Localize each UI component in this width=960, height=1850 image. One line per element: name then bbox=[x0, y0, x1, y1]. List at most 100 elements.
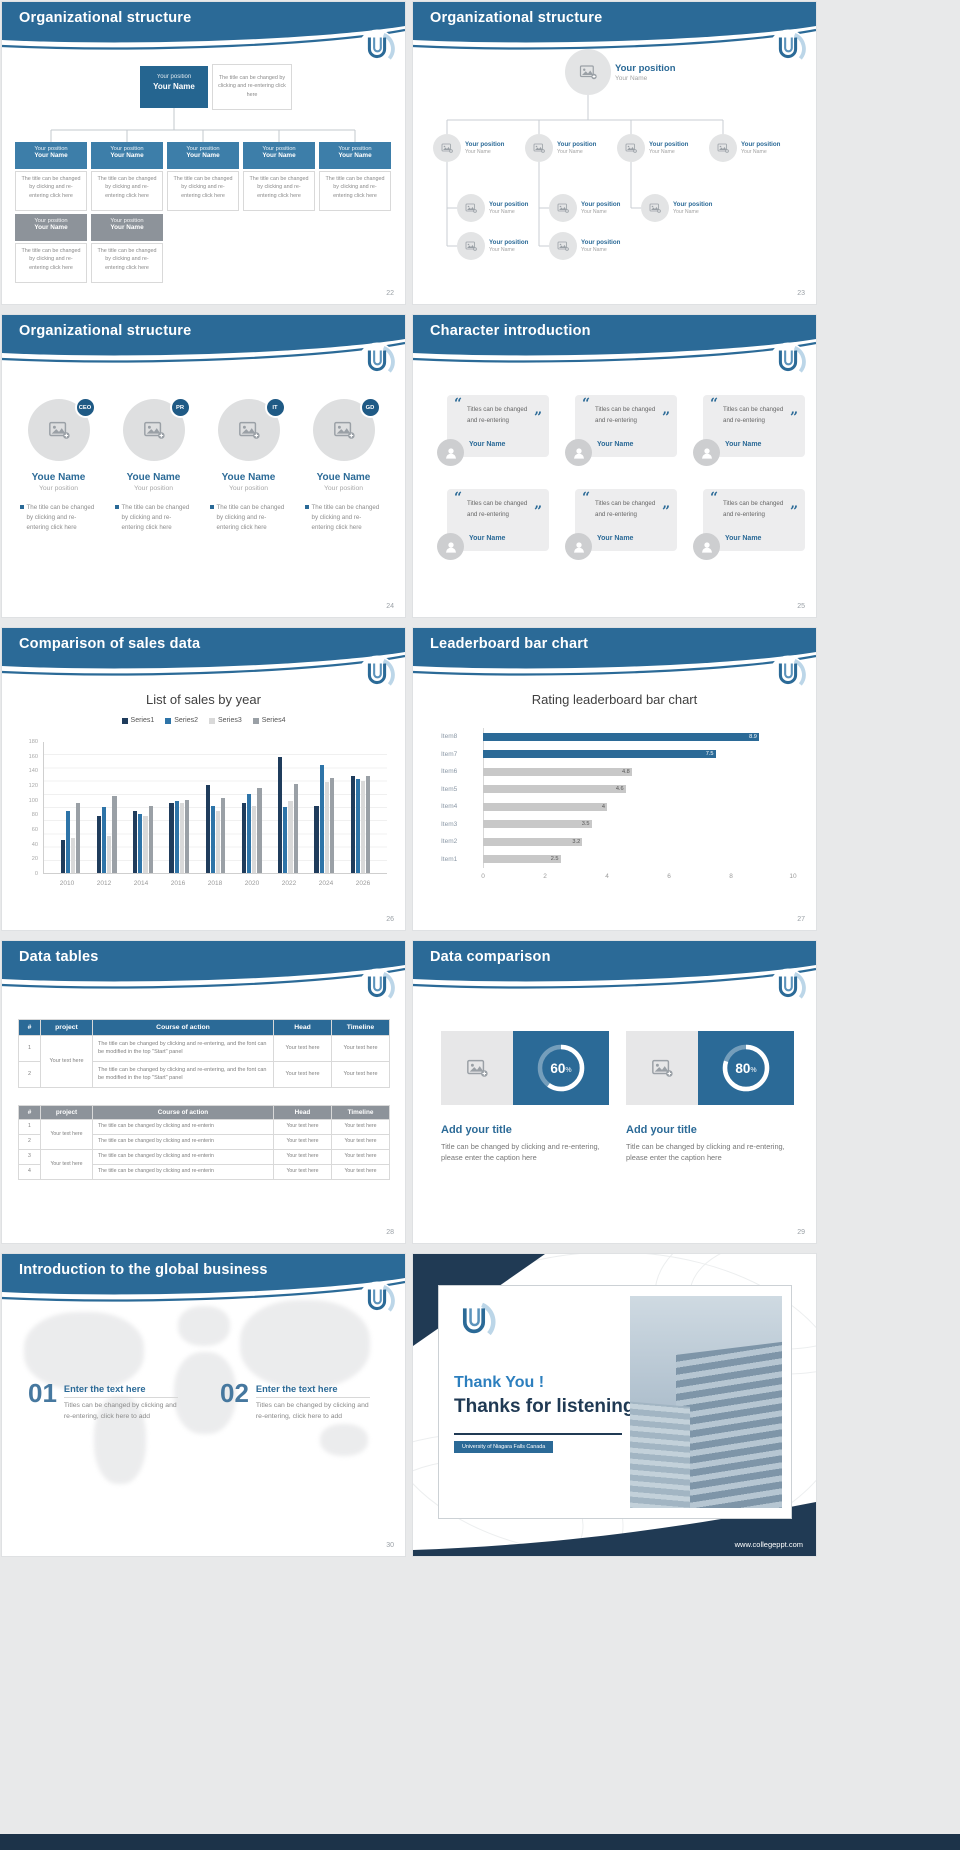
node-name: Your Name bbox=[581, 247, 607, 253]
org-root-note: The title can be changed by clicking and… bbox=[212, 64, 292, 110]
quote-card: “Titles can be changed and re-entering” Y… bbox=[703, 395, 805, 457]
close-quote-icon: ” bbox=[533, 410, 542, 426]
slide-26-thumbnail[interactable]: Comparison of sales data List of sales b… bbox=[1, 627, 406, 931]
x-tick-label: 2020 bbox=[244, 880, 260, 887]
legend-item: Series3 bbox=[209, 717, 242, 724]
team-member-card: IT Youe Name Your position The title can… bbox=[201, 397, 296, 534]
org-box-position: Your position bbox=[34, 146, 68, 152]
item-label: Item6 bbox=[441, 768, 458, 776]
col-header: Course of action bbox=[92, 1105, 274, 1120]
value-label: 8.9 bbox=[749, 733, 757, 740]
page-number: 25 bbox=[797, 603, 805, 610]
value-label: 2.5 bbox=[550, 856, 559, 863]
role-badge: CEO bbox=[74, 397, 96, 418]
item-label: Item2 bbox=[441, 838, 458, 846]
col-header: project bbox=[40, 1105, 93, 1120]
donut-chart: 60% bbox=[533, 1040, 589, 1096]
org-node: Your position Your Name bbox=[641, 194, 712, 222]
x-tick-label: 2012 bbox=[96, 880, 112, 887]
node-name: Your Name bbox=[741, 149, 767, 155]
col-header: project bbox=[40, 1019, 93, 1036]
org-box-note: The title can be changed by clicking and… bbox=[319, 171, 391, 211]
table-row: 1 Your text here The title can be change… bbox=[18, 1035, 390, 1088]
building-block bbox=[630, 1401, 690, 1508]
member-name: Youe Name bbox=[126, 472, 181, 483]
bar bbox=[60, 840, 65, 873]
item-text: Titles can be changed by clicking and re… bbox=[63, 1402, 177, 1420]
node-name: Your Name bbox=[557, 149, 583, 155]
team-member-card: GD Youe Name Your position The title can… bbox=[296, 397, 391, 534]
bar-row: Item1 2.5 bbox=[441, 851, 793, 869]
node-name: Your Name bbox=[673, 209, 699, 215]
slide-28-thumbnail[interactable]: Data tables # project Course of action H… bbox=[1, 940, 406, 1244]
value-label: 4.6 bbox=[615, 786, 624, 793]
bar bbox=[350, 776, 355, 873]
quote-name: Your Name bbox=[469, 441, 506, 448]
slide-25-thumbnail[interactable]: Character introduction “Titles can be ch… bbox=[412, 314, 817, 618]
x-tick-label: 2018 bbox=[207, 880, 223, 887]
col-header: Timeline bbox=[331, 1019, 390, 1036]
slide-23-thumbnail[interactable]: Organizational structure Your position Yo… bbox=[412, 1, 817, 305]
org-box: Your position Your Name bbox=[243, 142, 315, 169]
comparison-card: 80% bbox=[626, 1031, 794, 1105]
quote-name: Your Name bbox=[597, 441, 634, 448]
col-header: # bbox=[18, 1105, 41, 1120]
value-label: 4 bbox=[601, 803, 605, 810]
brand-logo-icon bbox=[358, 342, 396, 380]
brand-logo-icon bbox=[769, 655, 807, 693]
bar-group bbox=[241, 787, 262, 873]
brand-logo-icon bbox=[358, 29, 396, 67]
bar bbox=[221, 797, 226, 873]
quote-card: “Titles can be changed and re-entering” Y… bbox=[447, 395, 549, 457]
slide-22-thumbnail[interactable]: Organizational structure Your position Y… bbox=[1, 1, 406, 305]
member-desc: The title can be changed by clicking and… bbox=[304, 503, 383, 534]
bar bbox=[210, 805, 215, 873]
image-placeholder bbox=[626, 1031, 698, 1105]
table-row: 3 Your text here The title can be change… bbox=[18, 1149, 390, 1180]
org-node: Your position Your Name bbox=[549, 232, 620, 260]
bar bbox=[319, 764, 324, 873]
bar bbox=[252, 805, 257, 873]
brand-logo-icon bbox=[769, 968, 807, 1006]
page-number: 26 bbox=[386, 916, 394, 923]
bar bbox=[65, 810, 70, 873]
legend-swatch bbox=[209, 717, 215, 724]
org-node: Your position Your Name bbox=[617, 134, 688, 162]
member-name: Youe Name bbox=[221, 472, 276, 483]
node-name: Your Name bbox=[615, 74, 648, 82]
member-desc: The title can be changed by clicking and… bbox=[19, 503, 98, 534]
col-header: Head bbox=[273, 1019, 332, 1036]
y-axis-labels: 180 160 140 120 100 80 60 40 20 0 bbox=[28, 739, 38, 877]
divider bbox=[454, 1433, 622, 1435]
member-desc: The title can be changed by clicking and… bbox=[114, 503, 193, 534]
page-footer-bar bbox=[0, 1834, 960, 1850]
brand-logo-icon bbox=[358, 968, 396, 1006]
card-heading: Add your title bbox=[626, 1124, 697, 1136]
team-member-card: PR Youe Name Your position The title can… bbox=[106, 397, 201, 534]
bar bbox=[70, 837, 76, 873]
bar-row: Item5 4.6 bbox=[441, 781, 793, 799]
org-box-name: Your Name bbox=[262, 152, 296, 159]
org-box-note: The title can be changed by clicking and… bbox=[91, 171, 163, 211]
slide-thankyou-thumbnail[interactable]: Thank You ! Thanks for listening! Univer… bbox=[412, 1253, 817, 1557]
slide-27-thumbnail[interactable]: Leaderboard bar chart Rating leaderboard… bbox=[412, 627, 817, 931]
bar bbox=[257, 787, 262, 873]
quote-name: Your Name bbox=[469, 535, 506, 542]
percent-value: 60 bbox=[550, 1060, 566, 1076]
bar bbox=[247, 793, 252, 873]
close-quote-icon: ” bbox=[533, 504, 542, 520]
page-number: 30 bbox=[386, 1542, 394, 1549]
slide-24-thumbnail[interactable]: Organizational structure CEO Youe Name Y… bbox=[1, 314, 406, 618]
slide-29-thumbnail[interactable]: Data comparison 60% 80% Add your title T… bbox=[412, 940, 817, 1244]
building-photo bbox=[630, 1296, 782, 1508]
item-label: Item3 bbox=[441, 820, 458, 828]
bullet-square-icon bbox=[304, 505, 309, 509]
org-node-root: Your position Your Name bbox=[565, 49, 676, 95]
person-icon bbox=[565, 533, 592, 560]
bar bbox=[112, 796, 117, 873]
slide-30-thumbnail[interactable]: Introduction to the global business 01 E… bbox=[1, 1253, 406, 1557]
donut-panel: 60% bbox=[513, 1031, 609, 1105]
org-box-note: The title can be changed by clicking and… bbox=[15, 171, 87, 211]
open-quote-icon: “ bbox=[710, 396, 719, 412]
open-quote-icon: “ bbox=[454, 396, 463, 412]
